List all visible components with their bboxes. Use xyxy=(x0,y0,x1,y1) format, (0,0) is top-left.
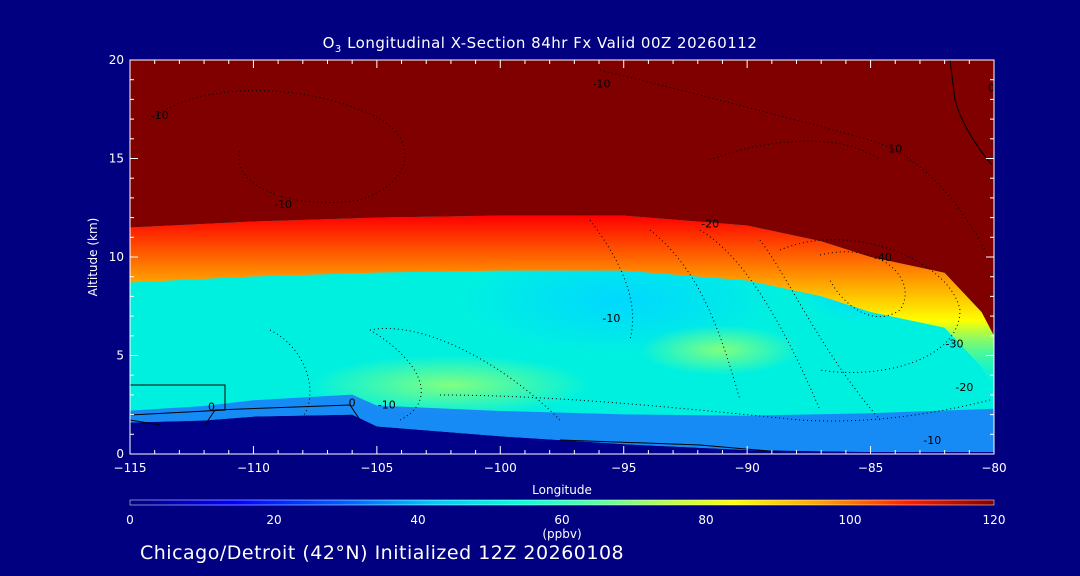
x-tick-label: −90 xyxy=(734,461,759,475)
y-tick-label: 20 xyxy=(109,53,124,67)
contour-label: -10 xyxy=(593,78,611,91)
contour-dotted xyxy=(369,328,561,421)
colorbar-tick-label: 80 xyxy=(698,513,713,527)
terrain-area xyxy=(130,414,994,454)
chart-title: O3 Longitudinal X-Section 84hr Fx Valid … xyxy=(0,34,1080,55)
contour-label: 0 xyxy=(208,401,215,414)
x-tick-label: −95 xyxy=(611,461,636,475)
colorbar-tick-label: 120 xyxy=(983,513,1006,527)
contour-dotted xyxy=(779,239,961,373)
contour-label: 0 xyxy=(349,397,356,410)
contour-label: -10 xyxy=(923,434,941,447)
mid-ozone-region-2 xyxy=(640,325,800,375)
contour-label: 10 xyxy=(888,143,902,156)
contour-label-group: -10 -10 -10 10 0 -20 -40 -30 -20 -10 -10 -10 0 0 xyxy=(151,78,995,448)
contour-dotted xyxy=(709,140,881,161)
x-tick-label: −110 xyxy=(237,461,270,475)
colorbar xyxy=(129,499,995,506)
stratosphere-area xyxy=(130,60,994,336)
x-axis: −115 −110 −105 −100 −95 −90 −85 −80 xyxy=(114,60,1007,475)
contour-lines xyxy=(130,60,993,453)
colorbar-tick-label: 40 xyxy=(410,513,425,527)
contour-solid xyxy=(130,419,161,426)
contour-label: -20 xyxy=(955,381,973,394)
title-text: Longitudinal X-Section 84hr Fx Valid 00Z… xyxy=(341,34,758,52)
contour-label: -40 xyxy=(874,251,892,264)
title-species-subscript: 3 xyxy=(334,44,342,55)
contour-label: 0 xyxy=(988,82,995,95)
contour-dotted xyxy=(759,239,881,421)
contour-dotted xyxy=(269,329,311,421)
y-tick-label: 5 xyxy=(116,349,124,363)
y-tick-label: 0 xyxy=(116,447,124,461)
near-surface-band xyxy=(130,394,994,453)
contour-solid xyxy=(559,439,781,453)
title-species: O xyxy=(322,34,335,52)
x-tick-label: −100 xyxy=(484,461,517,475)
contour-label: -20 xyxy=(701,217,719,230)
colorbar-tick-label: 20 xyxy=(266,513,281,527)
footer-caption: Chicago/Detroit (42°N) Initialized 12Z 2… xyxy=(140,542,625,564)
y-tick-label: 15 xyxy=(109,152,124,166)
mid-ozone-region xyxy=(310,355,590,415)
contour-label: -10 xyxy=(378,399,396,412)
contour-label: -30 xyxy=(946,338,964,351)
colorbar-ticks: 0 20 40 60 80 100 120 xyxy=(126,513,1005,527)
tropopause-gradient-band xyxy=(130,215,994,391)
x-tick-label: −105 xyxy=(360,461,393,475)
x-tick-label: −80 xyxy=(981,461,1006,475)
colorbar-label: (ppbv) xyxy=(542,527,581,541)
contour-solid xyxy=(130,384,226,416)
colorbar-tick-label: 60 xyxy=(554,513,569,527)
contour-label: -10 xyxy=(274,198,292,211)
colorbar-tick-label: 100 xyxy=(839,513,862,527)
y-tick-label: 10 xyxy=(109,250,124,264)
x-tick-label: −85 xyxy=(858,461,883,475)
y-axis: 0 5 10 15 20 xyxy=(109,53,994,461)
y-axis-label: Altitude (km) xyxy=(86,218,100,297)
colorbar-tick-label: 0 xyxy=(126,513,134,527)
x-tick-label: −115 xyxy=(114,461,147,475)
contour-label: -10 xyxy=(151,109,169,122)
x-axis-label: Longitude xyxy=(532,483,592,497)
contour-label: -10 xyxy=(602,312,620,325)
contour-dotted xyxy=(589,219,634,341)
contour-solid xyxy=(204,404,361,426)
